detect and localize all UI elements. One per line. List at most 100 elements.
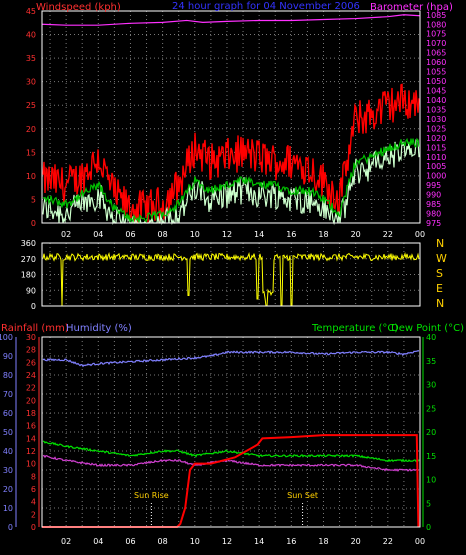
humidity-tick-label: 100 — [0, 333, 13, 342]
rainfall-tick-label: 14 — [26, 434, 36, 443]
rainfall-tick-label: 0 — [31, 523, 36, 532]
wind-x-tick-label: 22 — [383, 230, 393, 239]
direction-tick-label: 0 — [31, 302, 36, 311]
rainfall-tick-label: 2 — [31, 510, 36, 519]
barometer-tick-label: 1020 — [426, 134, 446, 143]
sunrise-label: Sun Rise — [134, 491, 169, 500]
humidity-tick-label: 30 — [3, 466, 13, 475]
dew-point-line — [42, 454, 420, 472]
barometer-tick-label: 1005 — [426, 162, 446, 171]
wind-x-tick-label: 20 — [351, 230, 361, 239]
barometer-tick-label: 990 — [426, 191, 441, 200]
rainfall-tick-label: 10 — [26, 460, 36, 469]
barometer-tick-labels: 9759809859909951000100510101015102010251… — [426, 11, 446, 228]
rainfall-tick-label: 18 — [26, 409, 36, 418]
barometer-tick-label: 1085 — [426, 11, 446, 20]
barometer-tick-label: 1010 — [426, 153, 446, 162]
wind-gust-line — [42, 83, 420, 224]
direction-tick-labels: 0 90 180 270 360 — [21, 239, 36, 311]
temperature-tick-label: 20 — [426, 428, 436, 437]
barometer-tick-label: 1045 — [426, 87, 446, 96]
windspeed-tick-label: 15 — [26, 148, 36, 157]
direction-series — [42, 252, 420, 307]
windspeed-tick-label: 5 — [31, 195, 36, 204]
humidity-tick-label: 10 — [3, 504, 13, 513]
rain-x-tick-label: 18 — [318, 537, 328, 546]
humidity-tick-label: 0 — [8, 523, 13, 532]
windspeed-tick-label: 0 — [31, 219, 36, 228]
wind-x-tick-label: 04 — [93, 230, 103, 239]
rain-plot-border — [41, 336, 421, 528]
direction-tick-label: 270 — [21, 255, 36, 264]
barometer-line — [41, 14, 421, 26]
barometer-tick-label: 1075 — [426, 30, 446, 39]
wind-chart-title: 24 hour graph for 04 November 2006 — [172, 1, 360, 12]
direction-plot-border — [41, 242, 421, 307]
barometer-tick-label: 1050 — [426, 77, 446, 86]
rain-x-tick-label: 02 — [61, 537, 71, 546]
barometer-tick-label: 1030 — [426, 115, 446, 124]
sunset-label: Sun Set — [287, 491, 318, 500]
temperature-tick-label: 40 — [426, 333, 436, 342]
barometer-tick-label: 985 — [426, 200, 441, 209]
rainfall-tick-label: 30 — [26, 333, 36, 342]
rainfall-axis-label: Rainfall (mm) — [1, 323, 69, 334]
rain-x-tick-label: 06 — [125, 537, 135, 546]
humidity-tick-label: 70 — [3, 390, 13, 399]
barometer-tick-label: 1055 — [426, 68, 446, 77]
rainfall-tick-label: 8 — [31, 472, 36, 481]
rain-x-tick-label: 12 — [222, 537, 232, 546]
rainfall-tick-label: 20 — [26, 396, 36, 405]
windspeed-tick-label: 25 — [26, 101, 36, 110]
windspeed-tick-label: 10 — [26, 172, 36, 181]
windspeed-axis-label: Windspeed (kph) — [36, 2, 121, 13]
rain-series — [42, 350, 420, 528]
wind-x-tick-label: 14 — [254, 230, 264, 239]
direction-line — [42, 252, 420, 307]
rainfall-line — [42, 434, 420, 528]
rain-humidity-temperature-chart: Rainfall (mm) Humidity (%) Temperature (… — [0, 323, 464, 546]
temperature-tick-label: 5 — [426, 499, 431, 508]
temperature-axis-label: Temperature (°C) — [311, 323, 398, 334]
rainfall-tick-label: 16 — [26, 422, 36, 431]
wind-x-tick-label: 00 — [415, 230, 425, 239]
direction-tick-label: 360 — [21, 239, 36, 248]
barometer-tick-label: 1065 — [426, 49, 446, 58]
temperature-tick-label: 25 — [426, 404, 436, 413]
direction-tick-label: 90 — [26, 286, 36, 295]
wind-x-tick-label: 16 — [286, 230, 296, 239]
barometer-tick-label: 980 — [426, 210, 441, 219]
rainfall-tick-label: 12 — [26, 447, 36, 456]
humidity-tick-label: 50 — [3, 428, 13, 437]
rain-x-tick-label: 16 — [286, 537, 296, 546]
rain-x-tick-label: 00 — [415, 537, 425, 546]
rain-x-tick-label: 20 — [351, 537, 361, 546]
wind-x-tick-label: 08 — [158, 230, 168, 239]
temperature-tick-label: 0 — [426, 523, 431, 532]
humidity-tick-label: 60 — [3, 409, 13, 418]
barometer-tick-label: 1000 — [426, 172, 446, 181]
wind-x-tick-label: 10 — [190, 230, 200, 239]
windspeed-tick-label: 40 — [26, 31, 36, 40]
rainfall-tick-label: 6 — [31, 485, 36, 494]
temperature-tick-label: 10 — [426, 476, 436, 485]
barometer-tick-label: 1070 — [426, 39, 446, 48]
barometer-tick-label: 1040 — [426, 96, 446, 105]
compass-label: W — [436, 252, 447, 265]
humidity-tick-label: 40 — [3, 447, 13, 456]
temperature-tick-label: 15 — [426, 452, 436, 461]
humidity-axis-label: Humidity (%) — [66, 323, 132, 334]
wind-x-tick-label: 06 — [125, 230, 135, 239]
compass-label: S — [436, 267, 443, 280]
windspeed-tick-label: 30 — [26, 78, 36, 87]
wind-x-tick-label: 12 — [222, 230, 232, 239]
rain-x-tick-label: 08 — [158, 537, 168, 546]
barometer-axis-label: Barometer (hpa) — [370, 2, 453, 13]
rainfall-tick-label: 28 — [26, 346, 36, 355]
humidity-tick-label: 80 — [3, 371, 13, 380]
wind-average-line — [42, 137, 420, 223]
rainfall-tick-label: 22 — [26, 384, 36, 393]
